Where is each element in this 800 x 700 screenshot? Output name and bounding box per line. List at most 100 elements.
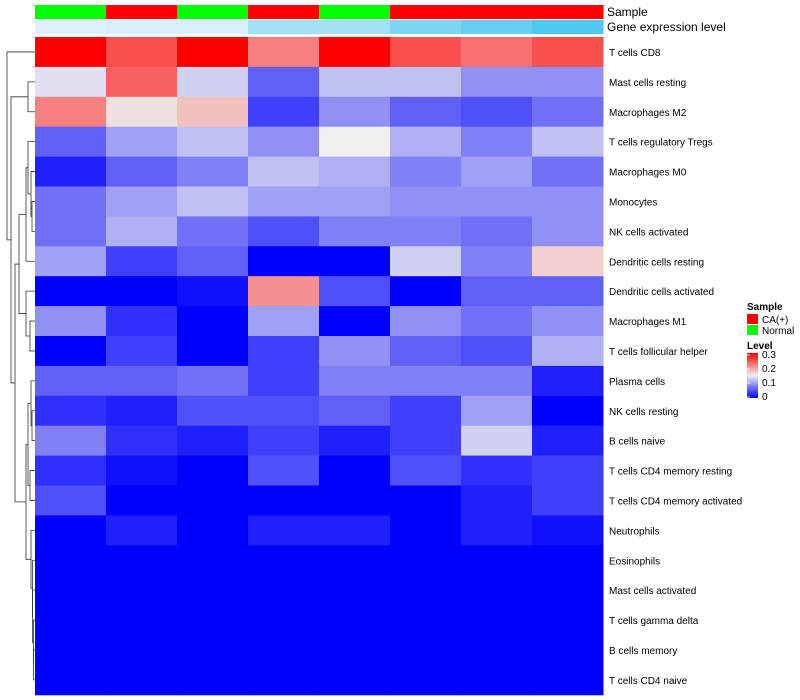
heatmap-cell [177, 216, 249, 247]
heatmap-cell [106, 485, 178, 516]
heatmap-cell [248, 246, 320, 277]
dendrogram-branch [29, 470, 35, 501]
heatmap-cell [532, 186, 604, 217]
heatmap-cell [390, 664, 462, 696]
heatmap-cell [248, 365, 320, 397]
heatmap-cell [177, 246, 249, 277]
row-label: B cells memory [609, 646, 677, 657]
legend-level-tick-0-3: 0.3 [762, 350, 776, 361]
gene-expression-level-annotation-cell [319, 20, 391, 34]
heatmap-cell [390, 246, 462, 277]
dendrogram-branch [25, 290, 35, 337]
gene-expression-level-annotation-cell [177, 20, 249, 34]
heatmap-cell [248, 66, 320, 98]
heatmap-cell [35, 664, 107, 696]
heatmap-cell [532, 425, 604, 457]
heatmap-cell [461, 276, 533, 307]
heatmap-cell [532, 246, 604, 277]
heatmap-cell [461, 96, 533, 128]
legend-level-title: Level [747, 341, 773, 352]
heatmap-cell [177, 66, 249, 98]
heatmap-cell [248, 37, 320, 68]
row-label: NK cells activated [609, 227, 688, 238]
row-label: T cells CD8 [609, 48, 661, 59]
heatmap-cell [390, 545, 462, 576]
dendrogram-branch [27, 141, 35, 195]
heatmap-cell [390, 635, 462, 666]
heatmap-cell [177, 126, 249, 158]
dendrogram-branch [33, 619, 35, 665]
heatmap-cell [35, 336, 107, 367]
row-label: T cells CD4 memory activated [609, 496, 742, 507]
heatmap-cell [35, 126, 107, 158]
sample-annotation-cell [248, 5, 320, 19]
sample-annotation-cell [35, 5, 107, 19]
heatmap-cell [106, 635, 178, 666]
heatmap-cell [35, 605, 107, 636]
heatmap-cell [319, 186, 391, 217]
heatmap-cell [390, 216, 462, 247]
heatmap-cell [461, 66, 533, 98]
heatmap-cell [35, 216, 107, 247]
heatmap-cell [319, 515, 391, 546]
heatmap-cell [35, 96, 107, 128]
heatmap-cell [106, 276, 178, 307]
heatmap-cell [106, 545, 178, 576]
heatmap-cell [461, 545, 533, 576]
heatmap-cell [248, 515, 320, 546]
heatmap-cell [319, 605, 391, 636]
row-label: T cells CD4 memory resting [609, 467, 732, 478]
heatmap-cell [35, 66, 107, 98]
heatmap-cell [248, 126, 320, 158]
heatmap-cell [319, 395, 391, 427]
heatmap-cell [532, 37, 604, 68]
heatmap-cell [177, 664, 249, 696]
legend-swatch-ca-positive [747, 314, 758, 324]
heatmap-cells [35, 37, 604, 696]
row-label: Macrophages M2 [609, 108, 687, 119]
heatmap-cell [390, 186, 462, 217]
heatmap-cell [461, 246, 533, 277]
legend-level-tick-0-2: 0.2 [762, 364, 776, 375]
heatmap-cell [390, 395, 462, 427]
heatmap-cell [177, 635, 249, 666]
heatmap-cell [106, 306, 178, 337]
heatmap-cell [532, 664, 604, 696]
row-label: T cells follicular helper [609, 347, 708, 358]
heatmap-cell [35, 186, 107, 217]
heatmap-cell [106, 515, 178, 546]
heatmap-cell [319, 664, 391, 696]
heatmap-cell [461, 37, 533, 68]
row-label: Macrophages M0 [609, 168, 687, 179]
heatmap-cell [106, 246, 178, 277]
heatmap-cell [390, 66, 462, 98]
heatmap-cell [248, 186, 320, 217]
heatmap-cell [532, 545, 604, 576]
legend-sample-title: Sample [747, 302, 783, 313]
annotation-label-gene-expression-level: Gene expression level [607, 20, 726, 34]
row-label: Mast cells resting [609, 78, 686, 89]
heatmap-cell [390, 515, 462, 546]
heatmap-cell [532, 156, 604, 187]
heatmap-cell [177, 425, 249, 457]
dendrogram-branch [31, 410, 35, 442]
dendrogram-branch [6, 51, 35, 241]
heatmap-cell [532, 216, 604, 247]
heatmap-cell [461, 156, 533, 187]
heatmap-cell [319, 306, 391, 337]
heatmap-cell [106, 96, 178, 128]
heatmap-cell [319, 455, 391, 486]
heatmap-cell [35, 455, 107, 486]
heatmap-cell [461, 635, 533, 666]
heatmap-cell [35, 515, 107, 546]
heatmap-cell [177, 395, 249, 427]
heatmap-cell [461, 664, 533, 696]
heatmap-cell [248, 306, 320, 337]
dendrogram-branch [32, 559, 35, 617]
heatmap-cell [177, 336, 249, 367]
heatmap-cell [248, 605, 320, 636]
sample-annotation-cell [532, 5, 604, 19]
heatmap-cell [177, 365, 249, 397]
heatmap-cell [106, 664, 178, 696]
heatmap-cell [248, 485, 320, 516]
